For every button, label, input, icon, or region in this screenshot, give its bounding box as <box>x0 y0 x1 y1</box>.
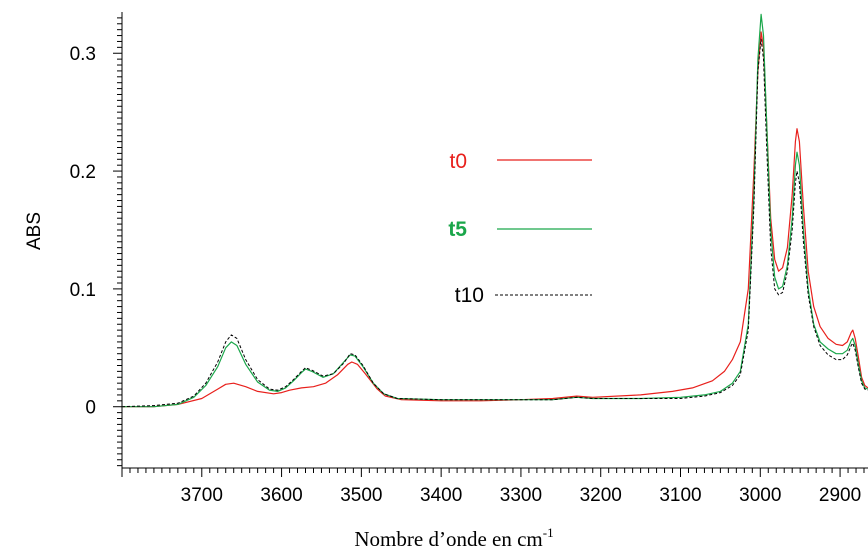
x-axis-title-superscript: -1 <box>543 525 554 540</box>
x-tick-label: 3600 <box>260 485 302 506</box>
x-tick-label: 3100 <box>659 485 701 506</box>
series-line-t0 <box>122 31 868 408</box>
tick-labels: 3700 3600 3500 3400 3300 3200 3100 3000 2900 0 0.1… <box>70 44 862 506</box>
y-tick-label: 0.3 <box>70 44 96 65</box>
x-tick-label: 2900 <box>819 485 861 506</box>
legend-label-t10: t10 <box>455 284 484 307</box>
series-line-t5 <box>122 13 868 408</box>
series-line-t10 <box>121 38 868 408</box>
x-tick-label: 3000 <box>739 485 781 506</box>
tick-marks <box>113 17 865 477</box>
x-tick-label: 3200 <box>580 485 622 506</box>
legend-label-t5: t5 <box>448 218 467 241</box>
x-tick-label: 3300 <box>500 485 542 506</box>
x-tick-label: 3400 <box>420 485 462 506</box>
y-tick-label: 0.1 <box>70 280 96 301</box>
y-tick-label: 0 <box>85 398 96 419</box>
legend: t0 t5 t10 <box>448 150 592 307</box>
x-axis-title: Nombre d’onde en cm-1 <box>354 525 553 551</box>
legend-label-t0: t0 <box>449 150 467 173</box>
x-axis-title-text: Nombre d’onde en cm <box>354 527 542 551</box>
y-tick-label: 0.2 <box>70 162 96 183</box>
plot-area <box>121 13 868 408</box>
y-axis-title: ABS <box>24 212 45 250</box>
axes <box>121 12 868 469</box>
x-tick-label: 3500 <box>340 485 382 506</box>
x-tick-label: 3700 <box>181 485 223 506</box>
